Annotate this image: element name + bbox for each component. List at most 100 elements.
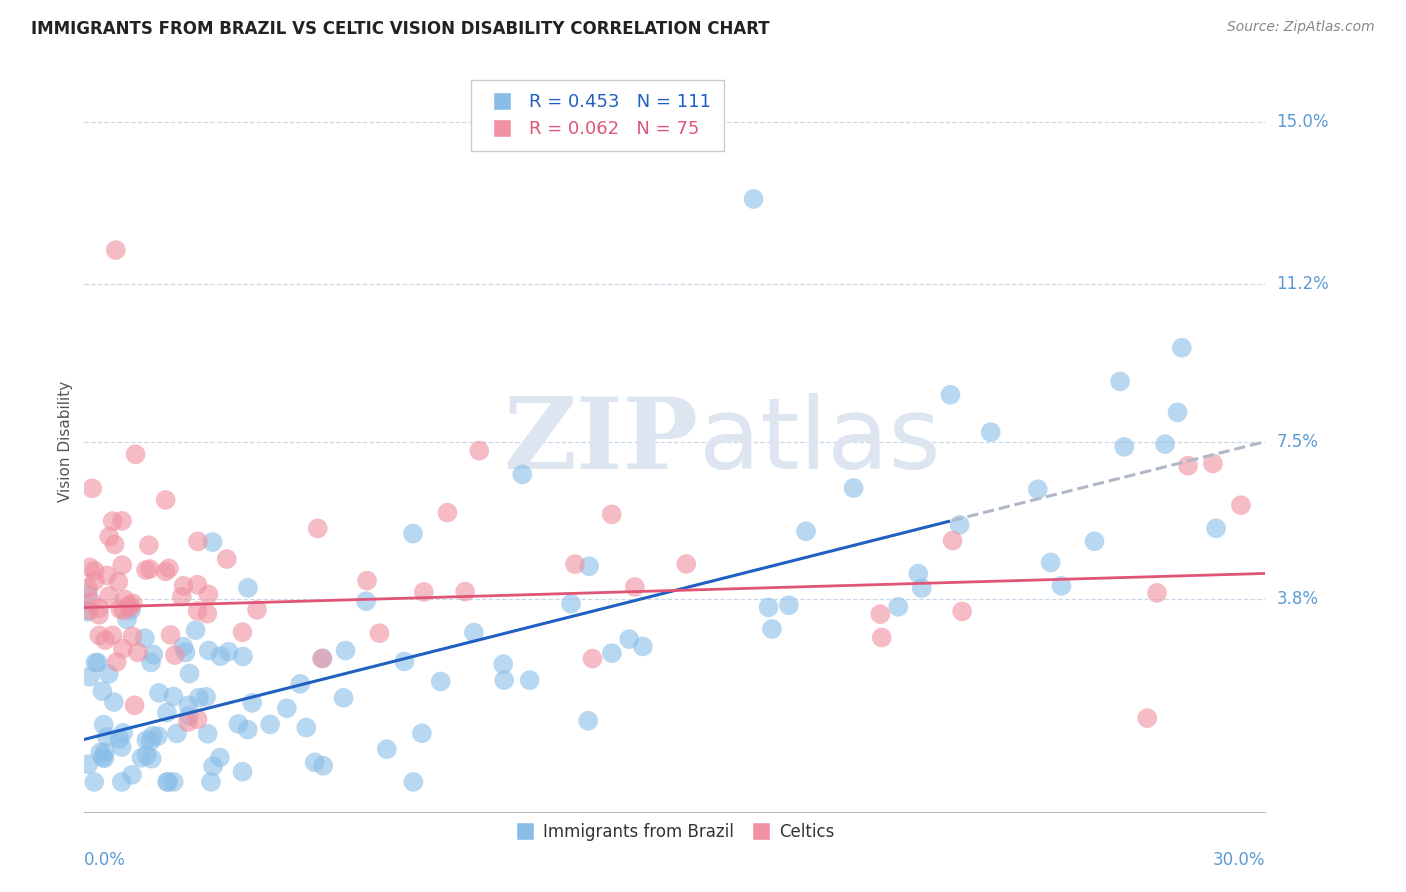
Point [94, 745, 117, 759]
Point [111, 739, 134, 754]
Point [107, 574, 129, 589]
Point [742, 192, 765, 206]
Point [131, 751, 153, 765]
Point [761, 622, 783, 636]
Point [1230, 498, 1253, 512]
Point [114, 592, 136, 607]
Point [560, 597, 582, 611]
Point [778, 599, 800, 613]
Point [177, 698, 200, 713]
Point [134, 631, 156, 645]
Point [187, 604, 209, 618]
Point [89, 601, 111, 615]
Point [177, 708, 200, 723]
Point [1039, 556, 1062, 570]
Point [124, 698, 146, 713]
Point [155, 565, 177, 579]
Point [118, 598, 141, 612]
Point [77, 603, 100, 617]
Point [209, 649, 232, 664]
Point [794, 524, 817, 539]
Point [195, 690, 218, 704]
Point [1171, 341, 1194, 355]
Point [105, 655, 128, 669]
Point [939, 388, 962, 402]
Point [202, 759, 225, 773]
Point [197, 727, 219, 741]
Point [86, 656, 108, 670]
Point [139, 734, 162, 748]
Point [83, 574, 105, 588]
Point [146, 729, 169, 743]
Point [354, 594, 377, 608]
Point [276, 701, 298, 715]
Point [240, 696, 263, 710]
Point [79, 560, 101, 574]
Point [111, 514, 134, 528]
Point [1114, 440, 1136, 454]
Point [139, 562, 162, 576]
Point [142, 648, 165, 662]
Point [295, 721, 318, 735]
Point [77, 588, 100, 602]
Point [87, 607, 110, 622]
Point [179, 666, 201, 681]
Point [127, 645, 149, 659]
Text: atlas: atlas [699, 393, 941, 490]
Point [492, 657, 515, 672]
Point [510, 467, 533, 482]
Point [578, 559, 600, 574]
Point [949, 517, 972, 532]
Point [163, 775, 186, 789]
Point [142, 729, 165, 743]
Point [1109, 375, 1132, 389]
Point [1205, 521, 1227, 535]
Point [197, 643, 219, 657]
Point [138, 538, 160, 552]
Point [950, 604, 973, 618]
Point [157, 775, 180, 789]
Point [887, 599, 910, 614]
Point [436, 506, 458, 520]
Point [77, 605, 100, 619]
Point [201, 535, 224, 549]
Text: 15.0%: 15.0% [1277, 113, 1329, 131]
Point [108, 602, 131, 616]
Point [112, 603, 135, 617]
Point [236, 723, 259, 737]
Point [228, 717, 250, 731]
Point [77, 757, 100, 772]
Point [429, 674, 451, 689]
Point [111, 641, 134, 656]
Point [942, 533, 965, 548]
Point [184, 623, 207, 637]
Point [494, 673, 516, 687]
Point [120, 600, 142, 615]
Point [111, 775, 134, 789]
Point [454, 584, 477, 599]
Text: Source: ZipAtlas.com: Source: ZipAtlas.com [1227, 20, 1375, 34]
Point [156, 706, 179, 720]
Y-axis label: Vision Disability: Vision Disability [58, 381, 73, 502]
Point [232, 764, 254, 779]
Point [624, 580, 647, 594]
Point [231, 625, 253, 640]
Point [236, 581, 259, 595]
Point [311, 651, 333, 665]
Point [186, 578, 208, 592]
Point [170, 590, 193, 604]
Point [312, 758, 335, 772]
Point [172, 640, 194, 654]
Point [93, 717, 115, 731]
Point [91, 750, 114, 764]
Point [870, 631, 893, 645]
Point [980, 425, 1002, 440]
Point [576, 714, 599, 728]
Text: 3.8%: 3.8% [1277, 590, 1319, 608]
Point [1167, 405, 1189, 419]
Point [1146, 586, 1168, 600]
Point [139, 656, 162, 670]
Point [600, 646, 623, 660]
Point [259, 717, 281, 731]
Point [411, 726, 433, 740]
